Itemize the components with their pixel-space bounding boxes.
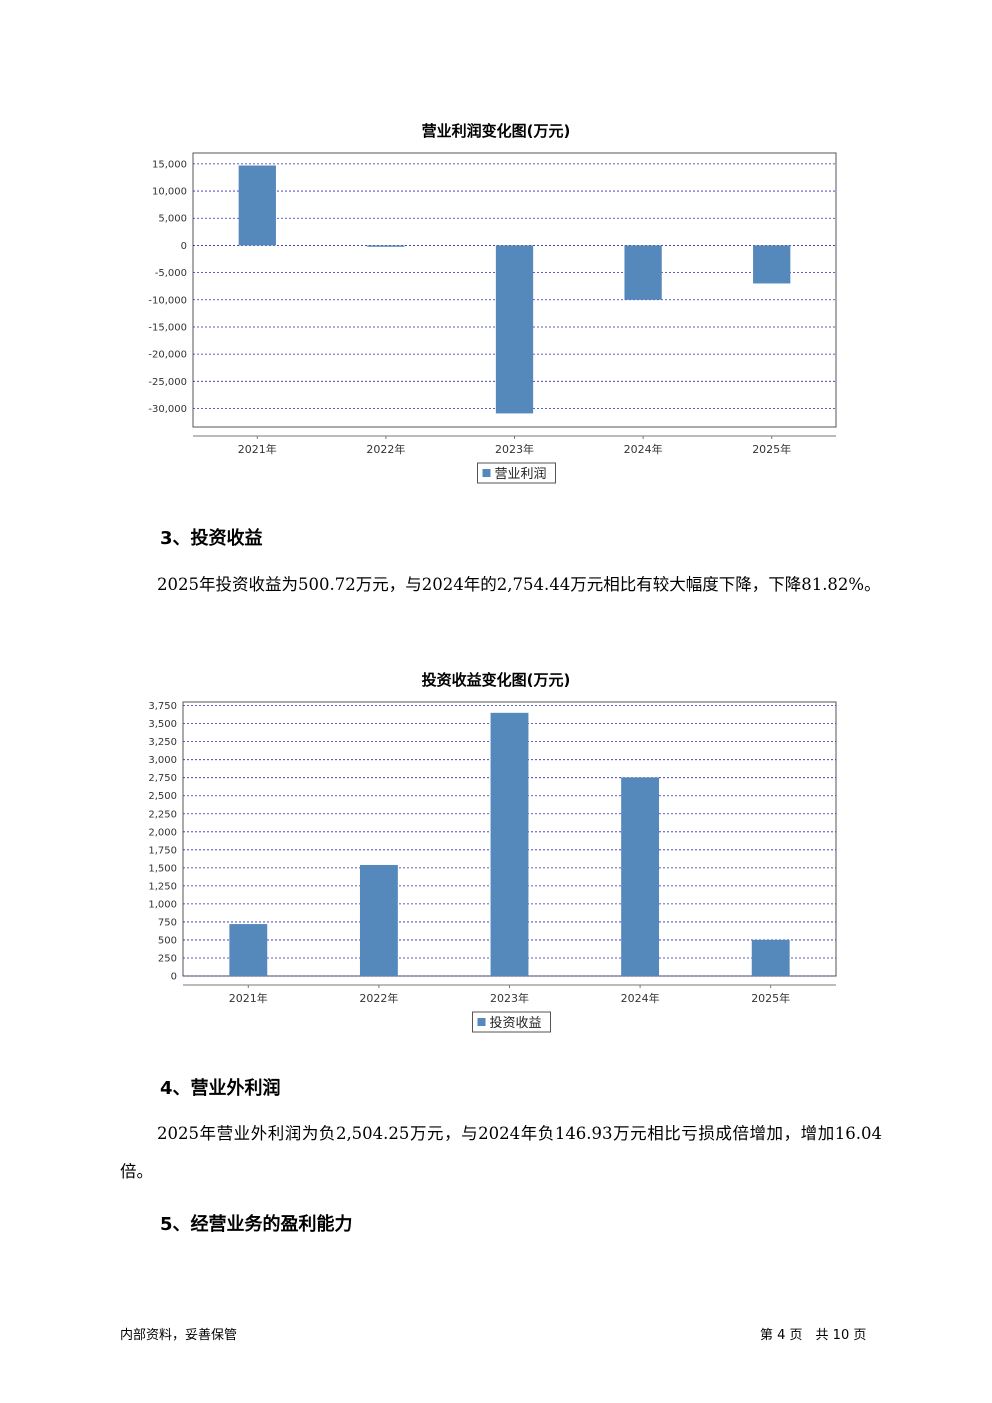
- investment-income-chart: 3,750 3,500 3,250 3,000 2,750 2,500 2,250 2,000…: [148, 701, 837, 1033]
- legend-label: 投资收益: [490, 1015, 542, 1031]
- bar-2025年: [751, 939, 790, 976]
- bar-2023年: [490, 712, 529, 976]
- y-tick-label: 0: [171, 972, 177, 983]
- y-tick-label: 2,500: [148, 791, 177, 802]
- y-tick-label: -10,000: [148, 295, 187, 306]
- section-4-heading: 4、营业外利润: [160, 1078, 281, 1099]
- bar-2025年: [753, 245, 791, 284]
- y-tick-label: -5,000: [155, 268, 187, 279]
- y-tick-label: 2,000: [148, 827, 177, 838]
- y-tick-label: 3,750: [148, 701, 177, 712]
- legend-label: 营业利润: [495, 467, 547, 482]
- bar-2023年: [495, 245, 534, 414]
- legend-swatch: [482, 469, 491, 477]
- legend-box: [472, 1011, 551, 1033]
- section-5-heading: 5、经营业务的盈利能力: [160, 1214, 353, 1235]
- x-tick-label: 2024年: [624, 442, 663, 456]
- legend-box: [477, 462, 556, 484]
- chart1-title: 营业利润变化图(万元): [421, 122, 571, 140]
- x-tick-label: 2021年: [229, 991, 268, 1005]
- y-tick-label: 250: [158, 953, 177, 964]
- y-tick-label: -20,000: [148, 350, 187, 361]
- section-3-paragraph: 2025年投资收益为500.72万元，与2024年的2,754.44万元相比有较…: [157, 575, 881, 594]
- section-4-paragraph: 2025年营业外利润为负2,504.25万元，与2024年负146.93万元相比…: [120, 1124, 882, 1181]
- bar-2022年: [359, 864, 398, 976]
- y-tick-label: -30,000: [148, 404, 187, 415]
- section-3-heading: 3、投资收益: [160, 528, 263, 549]
- y-tick-label: 500: [158, 935, 177, 946]
- x-tick-label: 2021年: [238, 442, 277, 456]
- x-tick-label: 2025年: [751, 991, 790, 1005]
- y-tick-label: 3,250: [148, 737, 177, 748]
- y-tick-label: 2,250: [148, 809, 177, 820]
- y-tick-label: 3,000: [148, 755, 177, 766]
- y-tick-label: -25,000: [148, 377, 187, 388]
- x-tick-label: 2024年: [621, 991, 660, 1005]
- y-tick-label: 1,500: [148, 863, 177, 874]
- x-tick-label: 2023年: [495, 442, 534, 456]
- footer-confidential-note: 内部资料，妥善保管: [120, 1328, 238, 1343]
- y-tick-label: -15,000: [148, 322, 187, 333]
- chart2-title: 投资收益变化图(万元): [421, 671, 571, 689]
- y-tick-label: 0: [181, 241, 187, 252]
- y-tick-label: 15,000: [152, 159, 187, 170]
- y-tick-label: 5,000: [158, 214, 187, 225]
- bar-2021年: [229, 924, 268, 976]
- y-tick-label: 1,750: [148, 845, 177, 856]
- legend-swatch: [477, 1018, 486, 1026]
- x-tick-label: 2025年: [752, 442, 791, 456]
- bar-2022年: [367, 245, 405, 247]
- bar-2021年: [238, 165, 276, 246]
- x-tick-label: 2022年: [359, 991, 398, 1005]
- y-tick-label: 750: [158, 917, 177, 928]
- x-tick-label: 2022年: [366, 442, 405, 456]
- operating-profit-chart: 15,000 10,000 5,000 0 -5,000 -10,000 -15,000 -2…: [148, 152, 837, 484]
- bar-2024年: [624, 245, 662, 300]
- y-tick-label: 1,000: [148, 899, 177, 910]
- x-tick-label: 2023年: [490, 991, 529, 1005]
- footer-page-number: 第 4 页 共 10 页: [760, 1328, 867, 1343]
- y-tick-label: 1,250: [148, 881, 177, 892]
- bar-2024年: [621, 777, 660, 976]
- y-tick-label: 3,500: [148, 719, 177, 730]
- y-tick-label: 10,000: [152, 187, 187, 198]
- y-tick-label: 2,750: [148, 773, 177, 784]
